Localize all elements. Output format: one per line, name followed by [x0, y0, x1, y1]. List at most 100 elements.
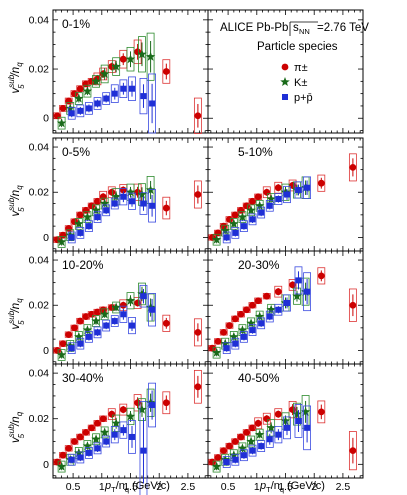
data-point-circle — [254, 419, 262, 427]
x-tick-label: 0.5 — [66, 481, 81, 493]
series-pions — [53, 39, 202, 134]
data-point-square — [149, 306, 156, 313]
sys-box — [83, 84, 92, 98]
data-point-square — [295, 186, 302, 193]
sys-box — [193, 180, 202, 209]
data-point-circle — [88, 202, 96, 210]
sys-box — [248, 324, 257, 336]
data-point-star — [292, 291, 302, 301]
data-point-circle — [59, 105, 67, 112]
data-point-star — [229, 218, 239, 228]
data-point-square — [223, 459, 230, 466]
sys-box — [265, 430, 274, 448]
sys-box — [274, 426, 283, 444]
sys-box — [93, 326, 102, 339]
data-point-square — [77, 454, 84, 461]
data-point-star — [220, 338, 230, 348]
sys-box — [254, 417, 263, 430]
data-point-circle — [263, 415, 271, 423]
legend: ALICE Pb-Pb s NN =2.76 TeV Particle spec… — [220, 21, 369, 104]
data-point-circle — [243, 202, 251, 210]
data-point-circle — [82, 313, 90, 320]
data-point-square — [103, 322, 110, 329]
centrality-label: 20-30% — [238, 258, 280, 272]
data-point-square — [111, 200, 118, 207]
data-point-star — [237, 212, 248, 222]
panels-layer: 0 0.02 0.04 0-1% 0 0.02 0.04 0-5% 5-10% 0 0.02 0.04… — [29, 9, 364, 495]
series-protons — [222, 266, 311, 355]
data-point-circle — [208, 458, 216, 466]
data-point-star — [91, 76, 101, 86]
legend-label: K± — [294, 77, 307, 89]
data-point-circle — [65, 444, 73, 452]
data-point-star — [266, 304, 276, 314]
data-point-square — [120, 427, 127, 434]
sys-box — [139, 284, 148, 308]
sys-box — [212, 460, 221, 473]
data-point-square — [94, 100, 101, 107]
sys-box — [240, 220, 248, 232]
data-point-square — [304, 184, 311, 191]
data-point-circle — [263, 292, 271, 300]
sys-box — [74, 92, 83, 105]
legend-label: π± — [294, 62, 308, 74]
sys-box — [133, 394, 142, 412]
sys-box — [348, 288, 357, 322]
x-tick-label: 1.5 — [278, 481, 293, 493]
data-point-circle — [226, 215, 233, 223]
data-point-circle — [289, 281, 297, 289]
data-point-star — [220, 225, 230, 235]
sys-box — [57, 236, 66, 248]
sys-box — [76, 227, 85, 239]
legend-marker-star — [280, 77, 290, 87]
data-point-star — [99, 427, 110, 437]
data-point-square — [111, 90, 118, 97]
data-point-star — [211, 347, 222, 357]
sys-box — [74, 218, 83, 230]
data-point-circle — [317, 179, 325, 187]
y-tick-label: 0.04 — [29, 14, 50, 26]
data-point-star — [91, 205, 101, 215]
sys-box — [102, 204, 111, 217]
data-point-square — [111, 431, 118, 438]
data-point-square — [284, 424, 290, 431]
data-point-square — [140, 93, 147, 100]
data-point-square — [258, 443, 265, 450]
sys-box — [294, 404, 303, 438]
centrality-label: 0-1% — [62, 17, 90, 31]
panel-legend — [207, 9, 364, 134]
data-point-circle — [263, 188, 271, 196]
sys-box — [57, 349, 66, 361]
data-point-square — [266, 313, 273, 320]
sys-box — [257, 317, 266, 330]
data-point-circle — [59, 451, 67, 459]
sys-box — [119, 188, 128, 206]
data-point-square — [68, 110, 75, 117]
y-tick-label: 0 — [43, 232, 49, 244]
sys-box — [265, 310, 274, 323]
data-point-star — [211, 234, 222, 244]
data-point-star — [91, 316, 101, 326]
data-point-square — [120, 193, 127, 200]
data-point-square — [275, 196, 282, 203]
series-pions — [208, 153, 357, 241]
sys-box — [128, 192, 136, 210]
data-point-circle — [289, 182, 297, 189]
y-tick-label: 0 — [43, 459, 49, 471]
data-point-square — [94, 445, 101, 452]
data-point-circle — [231, 211, 239, 219]
data-point-star — [74, 93, 84, 103]
data-point-square — [103, 95, 110, 102]
data-point-square — [232, 456, 239, 463]
data-point-circle — [243, 429, 251, 436]
data-point-square — [249, 327, 256, 334]
sys-box — [288, 279, 297, 291]
data-point-square — [85, 333, 92, 340]
y-axis-title: vsub5/nq — [7, 185, 26, 217]
data-point-square — [304, 424, 311, 431]
data-point-circle — [249, 424, 256, 432]
data-point-circle — [274, 288, 282, 296]
data-point-square — [266, 202, 273, 209]
data-point-square — [120, 311, 127, 318]
series-protons — [222, 404, 311, 468]
